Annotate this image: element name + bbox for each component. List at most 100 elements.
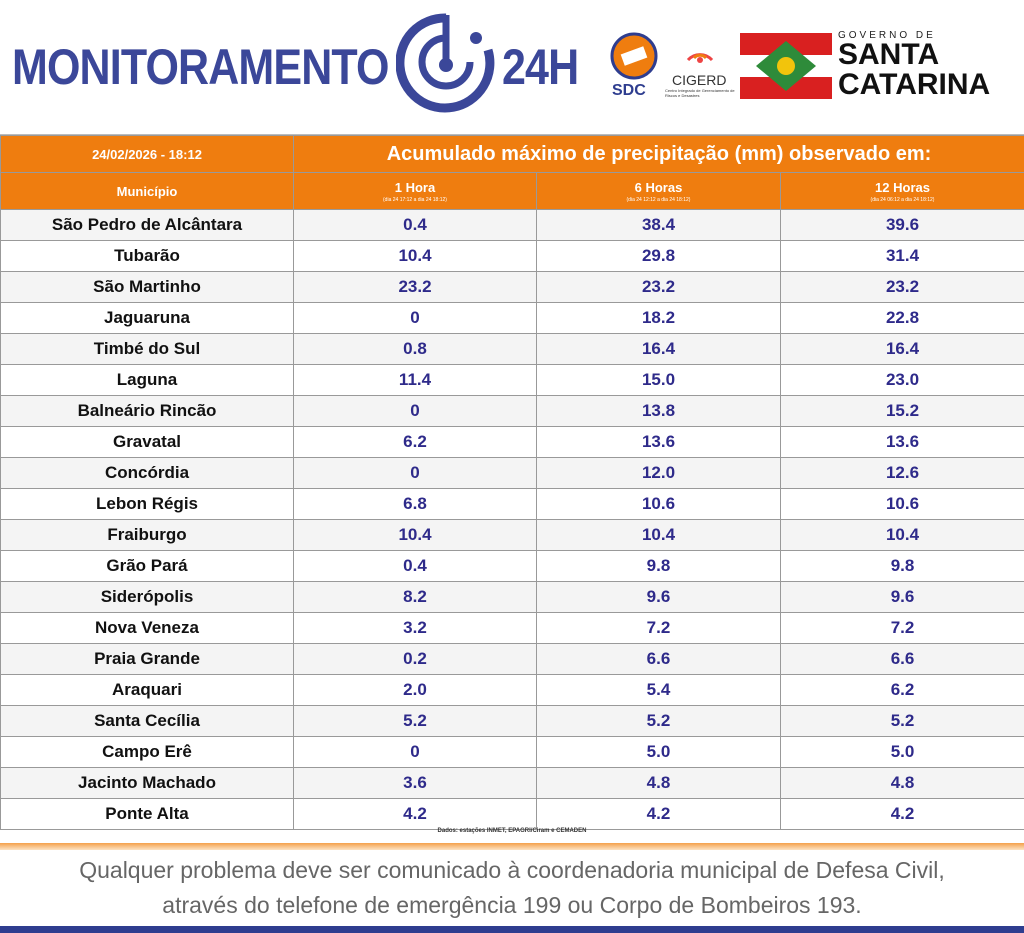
value-cell: 3.6: [293, 767, 537, 799]
value-cell: 13.6: [536, 426, 781, 458]
column-header: 12 Horas (dia 24 06:12 a dia 24 18:12): [779, 172, 1024, 210]
state-2: CATARINA: [838, 68, 991, 101]
column-header-row: Município 1 Hora (dia 24 17:12 a dia 24 18…: [0, 172, 1024, 210]
value-cell: 8.2: [293, 581, 537, 613]
value-cell: 15.2: [779, 395, 1024, 427]
state-1: SANTA: [838, 38, 940, 71]
value-cell: 9.8: [779, 550, 1024, 582]
value-cell: 7.2: [779, 612, 1024, 644]
value-cell: 6.8: [293, 488, 537, 520]
table-body: 24/02/2026 - 18:12 Acumulado máximo de p…: [0, 135, 1024, 830]
value-cell: 4.8: [779, 767, 1024, 799]
date: 24/02/2026 - 18:12: [0, 135, 294, 173]
data-row: Lebon Régis 6.8 10.6 10.6: [0, 488, 1024, 520]
value-cell: 10.4: [293, 519, 537, 551]
municipality: Jacinto Machado: [0, 767, 294, 799]
value-cell: 5.2: [779, 705, 1024, 737]
value-cell: 10.4: [779, 519, 1024, 551]
value-cell: 5.2: [293, 705, 537, 737]
value-cell: 12.6: [779, 457, 1024, 489]
data-row: Ponte Alta 4.2 4.2 4.2: [0, 798, 1024, 830]
data-row: Laguna 11.4 15.0 23.0: [0, 364, 1024, 396]
value-cell: 9.6: [779, 581, 1024, 613]
municipality: Tubarão: [0, 240, 294, 272]
value-cell: 0: [293, 736, 537, 768]
value-cell: 31.4: [779, 240, 1024, 272]
municipality: Praia Grande: [0, 643, 294, 675]
value-cell: 4.2: [536, 798, 781, 830]
clock-icon: [396, 13, 495, 113]
caption: Acumulado máximo de precipitação (mm) ob…: [292, 135, 1024, 173]
value-cell: 4.2: [293, 798, 537, 830]
value-cell: 9.6: [536, 581, 781, 613]
rain-table: 24/02/2026 - 18:12 Acumulado máximo de p…: [0, 135, 1024, 830]
value-cell: 16.4: [779, 333, 1024, 365]
data-row: Praia Grande 0.2 6.6 6.6: [0, 643, 1024, 675]
value-cell: 5.2: [536, 705, 781, 737]
value-cell: 7.2: [536, 612, 781, 644]
municipality: Laguna: [0, 364, 294, 396]
gov-label: GOVERNO DE: [838, 30, 936, 41]
data-row: Fraiburgo 10.4 10.4 10.4: [0, 519, 1024, 551]
value-cell: 13.8: [536, 395, 781, 427]
value-cell: 0: [293, 457, 537, 489]
value-cell: 2.0: [293, 674, 537, 706]
sdc-logo: [610, 32, 658, 80]
sdc-label: SDC: [612, 82, 646, 99]
municipality: Timbé do Sul: [0, 333, 294, 365]
municipality: Ponte Alta: [0, 798, 294, 830]
value-cell: 4.2: [779, 798, 1024, 830]
flag: [740, 33, 832, 99]
value-cell: 11.4: [293, 364, 537, 396]
value-cell: 23.2: [293, 271, 537, 303]
column-sub: (dia 24 17:12 a dia 24 18:12): [383, 196, 447, 203]
column-label: 12 Horas: [875, 179, 930, 195]
value-cell: 5.0: [536, 736, 781, 768]
value-cell: 5.0: [779, 736, 1024, 768]
value-cell: 6.6: [536, 643, 781, 675]
header: MONITORAMENTO 24H SDC CIGERD Centro Inte…: [0, 0, 1024, 135]
value-cell: 10.6: [779, 488, 1024, 520]
data-row: Tubarão 10.4 29.8 31.4: [0, 240, 1024, 272]
value-cell: 0.4: [293, 209, 537, 241]
municipality: Lebon Régis: [0, 488, 294, 520]
municipality: Siderópolis: [0, 581, 294, 613]
value-cell: 23.0: [779, 364, 1024, 396]
value-cell: 6.2: [293, 426, 537, 458]
value-cell: 5.4: [536, 674, 781, 706]
value-cell: 39.6: [779, 209, 1024, 241]
cigerd-label: CIGERD: [672, 72, 727, 88]
data-row: Gravatal 6.2 13.6 13.6: [0, 426, 1024, 458]
column-label: Município: [116, 183, 178, 199]
value-cell: 6.2: [779, 674, 1024, 706]
value-cell: 29.8: [536, 240, 781, 272]
data-row: Timbé do Sul 0.8 16.4 16.4: [0, 333, 1024, 365]
value-cell: 4.8: [536, 767, 781, 799]
municipality: Grão Pará: [0, 550, 294, 582]
column-sub: (dia 24 12:12 a dia 24 18:12): [626, 196, 691, 203]
cigerd-sub: Centro Integrado de Gerenciamento de Ris…: [665, 88, 735, 98]
column-header: 6 Horas (dia 24 12:12 a dia 24 18:12): [536, 172, 781, 210]
value-cell: 0.8: [293, 333, 537, 365]
data-row: Nova Veneza 3.2 7.2 7.2: [0, 612, 1024, 644]
data-row: Araquari 2.0 5.4 6.2: [0, 674, 1024, 706]
footer-line: através do telefone de emergência 199 ou…: [162, 892, 862, 918]
data-row: Concórdia 0 12.0 12.6: [0, 457, 1024, 489]
value-cell: 15.0: [536, 364, 781, 396]
column-header: Município: [0, 172, 294, 210]
data-row: Jaguaruna 0 18.2 22.8: [0, 302, 1024, 334]
column-header: 1 Hora (dia 24 17:12 a dia 24 18:12): [293, 172, 537, 210]
footer-line: Qualquer problema deve ser comunicado à …: [79, 857, 945, 883]
value-cell: 0.2: [293, 643, 537, 675]
municipality: Balneário Rincão: [0, 395, 294, 427]
data-row: São Pedro de Alcântara 0.4 38.4 39.6: [0, 209, 1024, 241]
value-cell: 22.8: [779, 302, 1024, 334]
municipality: Jaguaruna: [0, 302, 294, 334]
data-row: Siderópolis 8.2 9.6 9.6: [0, 581, 1024, 613]
value-cell: 10.6: [536, 488, 781, 520]
value-cell: 13.6: [779, 426, 1024, 458]
value-cell: 0.4: [293, 550, 537, 582]
municipality: São Martinho: [0, 271, 294, 303]
